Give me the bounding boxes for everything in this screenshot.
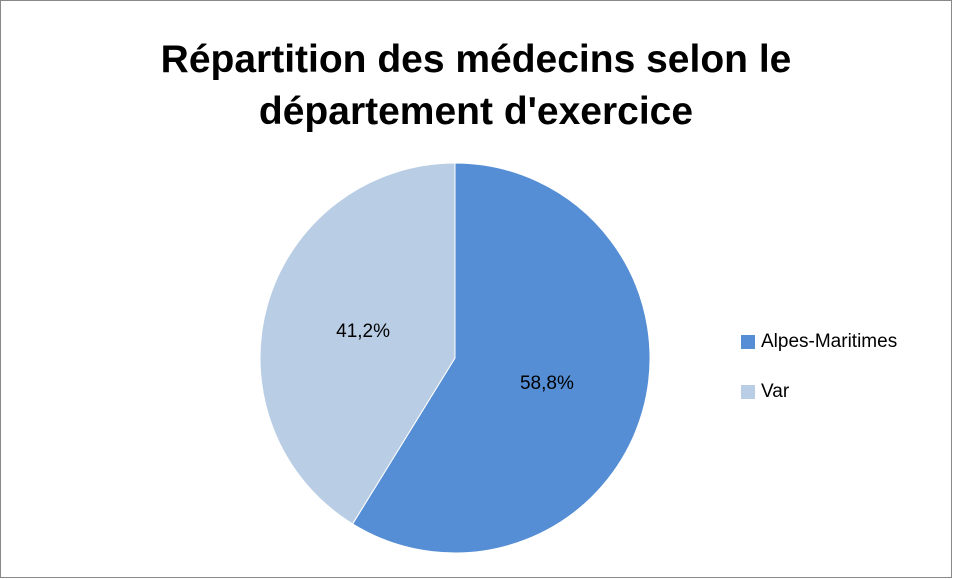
data-label: 41,2% — [336, 321, 390, 342]
legend-swatch — [741, 335, 755, 349]
legend-label: Var — [761, 381, 790, 402]
legend-swatch — [741, 385, 755, 399]
legend-label: Alpes-Maritimes — [761, 331, 897, 352]
chart-title: Répartition des médecins selon le départ… — [160, 38, 792, 133]
pie-slice — [351, 162, 651, 554]
data-label: 58,8% — [520, 373, 574, 394]
pie-slice — [259, 162, 456, 525]
